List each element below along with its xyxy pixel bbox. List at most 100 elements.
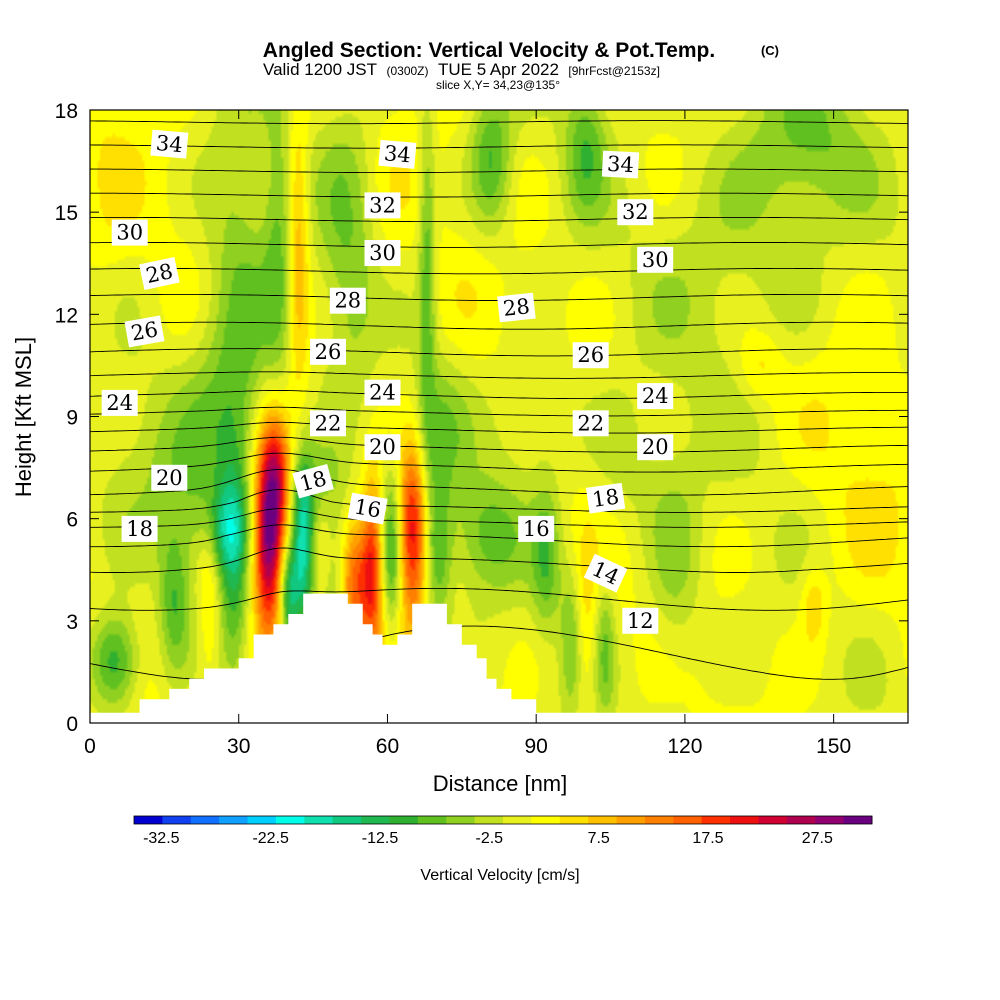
colorbar-swatch	[361, 816, 390, 824]
contour-label-28: 28	[497, 292, 536, 323]
contour-label-bg	[101, 389, 138, 416]
contour-label-16: 16	[518, 515, 555, 542]
contour-label-30: 30	[111, 219, 148, 246]
theta-contour-34	[90, 120, 908, 125]
contour-label-text: 26	[129, 317, 159, 345]
contour-label-text: 30	[369, 241, 396, 265]
colorbar-swatch	[503, 816, 532, 824]
contour-label-22: 22	[572, 410, 609, 437]
contour-label-34: 34	[601, 150, 640, 179]
contour-label-20: 20	[637, 434, 674, 461]
colorbar-swatch	[219, 816, 249, 824]
contour-label-bg	[121, 515, 158, 542]
theta-contour-32	[89, 168, 908, 174]
contour-label-bg	[364, 434, 401, 461]
colorbar-swatch	[531, 816, 561, 824]
contour-label-bg	[497, 292, 536, 323]
theta-contour-15	[90, 524, 909, 548]
theta-contour-20	[89, 436, 908, 453]
contour-label-12: 12	[622, 607, 659, 634]
theta-contour-31	[90, 192, 909, 198]
contour-label-24: 24	[101, 389, 138, 416]
contour-label-bg	[572, 410, 609, 437]
contour-label-bg	[601, 150, 640, 179]
colorbar-swatch	[701, 816, 731, 824]
colorbar-swatch	[843, 816, 873, 824]
contour-label-bg	[111, 219, 148, 246]
contour-label-text: 26	[315, 340, 342, 364]
title-block: Angled Section: Vertical Velocity & Pot.…	[263, 39, 779, 92]
x-tick-label: 150	[816, 735, 851, 758]
colorbar-tick-label: -2.5	[476, 830, 504, 847]
colorbar-frame	[133, 815, 873, 825]
theta-contour-28	[89, 267, 909, 275]
theta-contour-29	[90, 242, 909, 248]
contour-label-bg	[329, 287, 366, 314]
contour-label-bg	[378, 139, 417, 169]
x-axis: 0 30 60 90 120 150	[84, 110, 851, 758]
contour-label-bg	[364, 379, 401, 406]
colorbar-swatch	[275, 816, 305, 824]
contour-label-text: 34	[607, 152, 635, 177]
colorbar-swatch	[786, 816, 816, 824]
terrain-mask	[90, 593, 908, 723]
y-tick-label: 6	[66, 509, 78, 532]
colorbar-swatch	[588, 816, 618, 824]
x-axis-title: Distance [nm]	[433, 771, 568, 796]
y-axis: 0 3 6 9 12 15 18	[55, 100, 908, 736]
x-tick-label: 60	[376, 735, 399, 758]
colorbar-swatch	[758, 816, 788, 824]
colorbar-swatch	[417, 816, 447, 824]
contour-label-text: 30	[642, 248, 669, 272]
contour-label-24: 24	[637, 383, 674, 410]
colorbar-tick-label: 7.5	[588, 830, 610, 847]
contour-label-text: 32	[369, 193, 396, 217]
contour-label-bg	[518, 515, 555, 542]
subtitle-line: Valid 1200 JST (0300Z) TUE 5 Apr 2022 [9…	[263, 60, 660, 79]
contour-label-18: 18	[121, 515, 158, 542]
y-tick-label: 18	[55, 100, 78, 123]
theta-contour-23	[89, 389, 908, 400]
contour-label-30: 30	[364, 240, 401, 266]
contour-label-text: 30	[116, 221, 143, 245]
colorbar-swatch	[247, 816, 277, 824]
contour-label-text: 20	[369, 435, 396, 459]
contour-label-28: 28	[139, 257, 180, 290]
contour-label-32: 32	[364, 192, 401, 219]
vertical-velocity-heatmap	[90, 110, 908, 723]
contour-label-20: 20	[151, 464, 188, 491]
subtitle-date: TUE 5 Apr 2022	[438, 60, 559, 79]
y-tick-label: 15	[55, 202, 78, 225]
title-copyright-mark: (C)	[761, 43, 779, 58]
colorbar-swatch	[474, 816, 504, 824]
colorbar-swatch	[162, 816, 192, 824]
contour-label-34: 34	[378, 139, 417, 169]
contour-label-text: 24	[642, 384, 669, 408]
colorbar-swatch	[673, 816, 703, 824]
theta-contour-24	[89, 371, 908, 379]
contour-label-text: 16	[523, 517, 550, 541]
chart-title: Angled Section: Vertical Velocity & Pot.…	[263, 39, 715, 62]
contour-label-text: 28	[502, 294, 531, 321]
colorbar-swatch	[190, 816, 220, 824]
subtitle-utc: (0300Z)	[386, 64, 428, 78]
subtitle-valid: Valid 1200 JST	[263, 60, 377, 79]
theta-contour-14	[89, 547, 909, 573]
contour-label-text: 34	[383, 141, 412, 167]
colorbar-swatch	[134, 816, 163, 824]
contour-label-18: 18	[585, 482, 626, 514]
theta-contour-26	[89, 321, 909, 330]
theta-contour-22	[89, 406, 908, 417]
contour-label-bg	[637, 434, 674, 461]
colorbar-tick-label: -12.5	[362, 830, 399, 847]
y-axis-title: Height [Kft MSL]	[11, 337, 36, 497]
x-tick-label: 90	[525, 735, 548, 758]
contour-label-26: 26	[572, 342, 609, 369]
theta-contour-21	[89, 421, 908, 434]
contour-label-bg	[583, 553, 628, 593]
subtitle-forecast: [9hrFcst@2153z]	[568, 64, 660, 78]
colorbar-tick-label: -32.5	[143, 830, 180, 847]
